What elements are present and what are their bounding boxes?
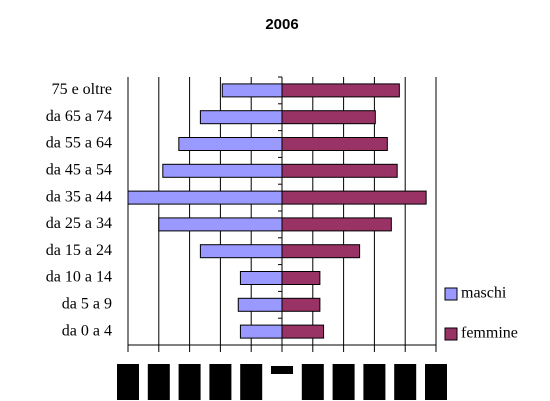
bar bbox=[281, 217, 392, 232]
bar bbox=[199, 110, 283, 125]
bar bbox=[239, 324, 283, 339]
bar bbox=[239, 271, 283, 285]
tick-label-block bbox=[240, 364, 263, 400]
y-tick-label: da 0 a 4 bbox=[62, 322, 112, 339]
y-tick-label: da 45 a 54 bbox=[46, 161, 112, 178]
tick-label-block bbox=[147, 364, 170, 400]
bar bbox=[281, 324, 325, 339]
bar bbox=[281, 190, 427, 205]
y-tick-label: da 65 a 74 bbox=[46, 108, 112, 125]
bar bbox=[281, 297, 321, 312]
bar bbox=[221, 83, 283, 98]
tick-label-block bbox=[301, 364, 324, 400]
y-tick-label: da 10 a 14 bbox=[46, 269, 112, 286]
tick-label-block bbox=[394, 364, 417, 400]
y-tick-label: da 5 a 9 bbox=[62, 295, 112, 312]
tick-label-block bbox=[117, 364, 139, 400]
tick-label-block bbox=[271, 366, 293, 374]
tick-label-block bbox=[425, 364, 447, 400]
bar bbox=[281, 110, 376, 125]
bar bbox=[281, 163, 398, 178]
legend-label: maschi bbox=[461, 285, 507, 302]
bar bbox=[281, 271, 321, 285]
y-tick-label: da 15 a 24 bbox=[46, 242, 112, 259]
tick-label-block bbox=[209, 364, 232, 400]
tick-label-block bbox=[332, 364, 355, 400]
bar bbox=[158, 217, 283, 232]
y-tick-label: 75 e oltre bbox=[52, 81, 112, 98]
y-tick-label: da 55 a 64 bbox=[46, 135, 112, 152]
bar bbox=[281, 83, 400, 98]
bar bbox=[281, 244, 361, 259]
bar bbox=[199, 244, 283, 259]
legend-label: femmine bbox=[461, 325, 518, 342]
bar bbox=[281, 137, 388, 151]
legend-swatch bbox=[444, 327, 458, 341]
bar bbox=[127, 190, 283, 205]
bar bbox=[178, 137, 283, 151]
tick-label-block bbox=[363, 364, 386, 400]
bar bbox=[162, 163, 283, 178]
tick-label-block bbox=[178, 364, 201, 400]
legend-swatch bbox=[444, 287, 458, 301]
y-tick-label: da 35 a 44 bbox=[46, 188, 112, 205]
chart-title: 2006 bbox=[265, 16, 298, 33]
y-tick-label: da 25 a 34 bbox=[46, 215, 112, 232]
bar bbox=[237, 297, 283, 312]
